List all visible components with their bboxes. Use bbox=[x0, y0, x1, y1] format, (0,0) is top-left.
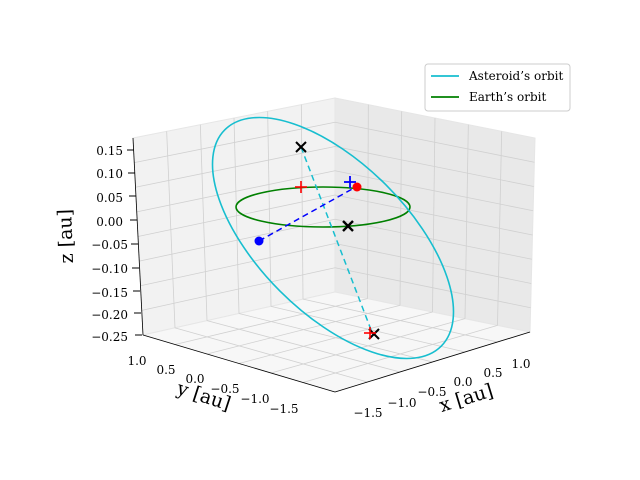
grid-line bbox=[267, 111, 272, 307]
z-ticks: 0.15 0.10 0.05 0.00 −0.05 −0.10 −0.15 −0… bbox=[91, 144, 142, 344]
node-marker bbox=[295, 141, 307, 153]
y-tick-label: 1.0 bbox=[127, 354, 146, 368]
blue-dot-marker bbox=[254, 236, 264, 246]
red-plus-marker bbox=[295, 181, 307, 193]
z-tick-label: −0.25 bbox=[91, 330, 128, 344]
x-axis-line bbox=[334, 331, 531, 393]
y-tick-label: −1.0 bbox=[240, 392, 269, 406]
y-tick-label: −1.5 bbox=[269, 402, 298, 416]
x-tick-label: 0.0 bbox=[453, 375, 472, 389]
z-axis-label: z [au] bbox=[54, 209, 78, 264]
grid-line bbox=[300, 104, 304, 300]
asteroid-orbit bbox=[211, 116, 455, 360]
grid-line bbox=[302, 324, 498, 383]
z-tick-label: −0.10 bbox=[91, 262, 128, 276]
z-tick-label: −0.20 bbox=[91, 308, 128, 322]
x-tick-label: 0.5 bbox=[483, 366, 502, 380]
earth-orbit bbox=[235, 186, 411, 228]
legend-box bbox=[424, 63, 571, 112]
z-tick-label: 0.00 bbox=[96, 215, 123, 229]
y-tick-label: 0.0 bbox=[185, 372, 204, 386]
grid-line bbox=[432, 117, 436, 313]
z-tick-label: 0.10 bbox=[96, 167, 123, 181]
sun-marker bbox=[342, 220, 354, 232]
z-tick-label: −0.05 bbox=[91, 238, 128, 252]
grid-line bbox=[464, 124, 469, 319]
z-axis-line bbox=[132, 137, 144, 336]
blue-plus-marker bbox=[344, 176, 356, 188]
z-tick-label: −0.15 bbox=[91, 286, 128, 300]
grid-line bbox=[233, 117, 240, 314]
red-plus-marker bbox=[364, 327, 376, 339]
grid-line bbox=[199, 124, 208, 321]
blue-connector bbox=[258, 187, 355, 242]
x-tick-label: 1.0 bbox=[511, 357, 530, 371]
legend: Asteroid’s orbit Earth’s orbit bbox=[424, 63, 571, 112]
legend-label: Asteroid’s orbit bbox=[468, 69, 563, 83]
y-tick-label: −0.5 bbox=[210, 382, 239, 396]
red-dot-marker bbox=[352, 182, 362, 192]
grid-line bbox=[399, 111, 403, 306]
z-tick-label: 0.05 bbox=[96, 191, 123, 205]
x-tick-label: −1.5 bbox=[353, 406, 382, 420]
y-axis-line bbox=[142, 334, 336, 393]
x-tick-label: −0.5 bbox=[417, 385, 446, 399]
legend-label: Earth’s orbit bbox=[469, 90, 546, 104]
nodes-line bbox=[300, 146, 374, 336]
grid-line bbox=[367, 104, 369, 299]
x-ticks: −1.5 −1.0 −0.5 0.0 0.5 1.0 bbox=[353, 357, 530, 420]
z-tick-label: 0.15 bbox=[96, 144, 123, 158]
x-tick-label: −1.0 bbox=[387, 396, 416, 410]
y-ticks: 1.0 0.5 0.0 −0.5 −1.0 −1.5 bbox=[127, 354, 298, 416]
y-tick-label: 0.5 bbox=[156, 363, 175, 377]
grid-line bbox=[497, 131, 503, 326]
grid-line bbox=[166, 131, 176, 328]
grid-lines bbox=[134, 104, 535, 383]
